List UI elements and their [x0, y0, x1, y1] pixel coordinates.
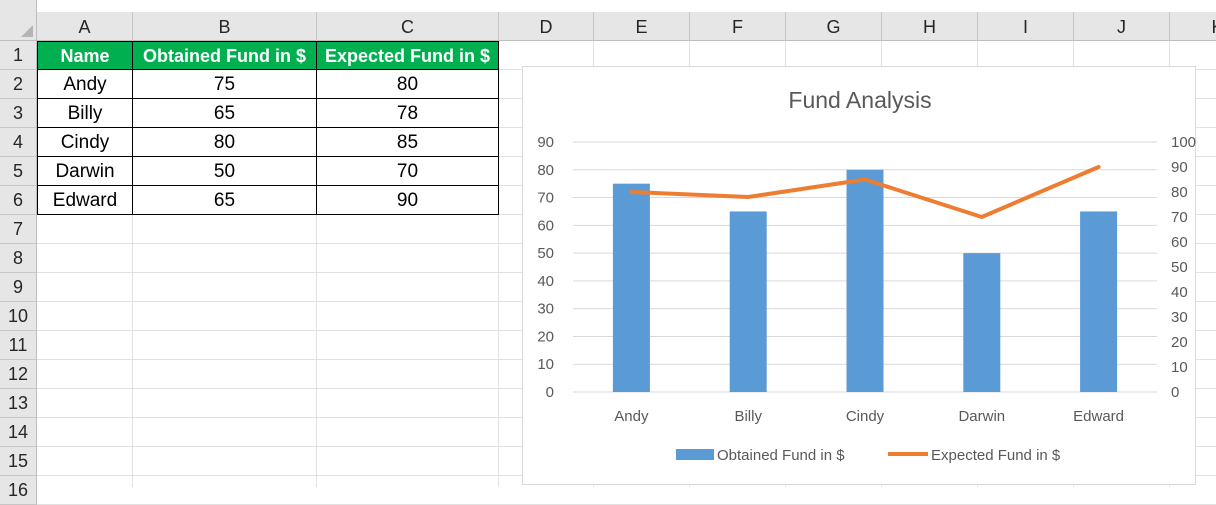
- row-header-11[interactable]: 11: [0, 331, 37, 360]
- row-header-1[interactable]: 1: [0, 41, 37, 70]
- column-header-d[interactable]: D: [499, 12, 594, 41]
- table-header-cell[interactable]: Obtained Fund in $: [133, 41, 317, 70]
- chart-canvas: Fund Analysis 0 10 20 30 40 50 60 70 80 90 0 10 20 30 4…: [523, 67, 1197, 486]
- table-cell[interactable]: 80: [317, 70, 499, 99]
- table-cell[interactable]: 78: [317, 99, 499, 128]
- legend-swatch-obtained: [676, 449, 714, 460]
- row-header-14[interactable]: 14: [0, 418, 37, 447]
- column-header-k[interactable]: K: [1170, 12, 1216, 41]
- y2-axis-tick-label: 90: [1171, 159, 1188, 176]
- table-cell[interactable]: 65: [133, 99, 317, 128]
- table-cell[interactable]: Edward: [37, 186, 133, 215]
- y2-axis-tick-label: 0: [1171, 384, 1179, 401]
- x-axis-category-label: Billy: [734, 408, 762, 425]
- x-axis-category-label: Edward: [1073, 408, 1124, 425]
- y-axis-tick-label: 70: [537, 190, 554, 207]
- y2-axis-tick-label: 50: [1171, 259, 1188, 276]
- table-cell[interactable]: 50: [133, 157, 317, 186]
- column-header-c[interactable]: C: [317, 12, 499, 41]
- table-cell[interactable]: Darwin: [37, 157, 133, 186]
- select-all-corner[interactable]: [0, 0, 37, 41]
- y-axis-tick-label: 40: [537, 273, 554, 290]
- select-all-triangle-icon: [21, 25, 33, 37]
- column-header-j[interactable]: J: [1074, 12, 1170, 41]
- y-axis-tick-label: 10: [537, 356, 554, 373]
- row-header-9[interactable]: 9: [0, 273, 37, 302]
- table-cell[interactable]: 85: [317, 128, 499, 157]
- table-cell[interactable]: 90: [317, 186, 499, 215]
- y2-axis-tick-label: 60: [1171, 234, 1188, 251]
- x-axis-category-label: Cindy: [846, 408, 885, 425]
- fund-analysis-chart[interactable]: Fund Analysis 0 10 20 30 40 50 60 70 80 90 0 10 20 30 4…: [522, 66, 1196, 485]
- table-cell[interactable]: Cindy: [37, 128, 133, 157]
- column-header-f[interactable]: F: [690, 12, 786, 41]
- column-header-e[interactable]: E: [594, 12, 690, 41]
- bar-obtained-billy: [730, 211, 767, 392]
- x-axis-category-label: Andy: [614, 408, 649, 425]
- y-axis-tick-label: 90: [537, 134, 554, 151]
- table-header-cell[interactable]: Expected Fund in $: [317, 41, 499, 70]
- bar-obtained-edward: [1080, 211, 1117, 392]
- y2-axis-tick-label: 30: [1171, 309, 1188, 326]
- y-axis-tick-label: 30: [537, 301, 554, 318]
- table-cell[interactable]: 65: [133, 186, 317, 215]
- chart-title: Fund Analysis: [788, 87, 931, 113]
- column-header-a[interactable]: A: [37, 12, 133, 41]
- y-axis-tick-label: 80: [537, 162, 554, 179]
- legend-label-obtained: Obtained Fund in $: [717, 447, 845, 464]
- y-axis-tick-label: 60: [537, 217, 554, 234]
- row-header-3[interactable]: 3: [0, 99, 37, 128]
- bar-obtained-darwin: [963, 253, 1000, 392]
- row-header-8[interactable]: 8: [0, 244, 37, 273]
- row-header-15[interactable]: 15: [0, 447, 37, 476]
- y2-axis-tick-label: 10: [1171, 359, 1188, 376]
- row-header-7[interactable]: 7: [0, 215, 37, 244]
- table-cell[interactable]: 70: [317, 157, 499, 186]
- table-header-cell[interactable]: Name: [37, 41, 133, 70]
- table-cell[interactable]: 80: [133, 128, 317, 157]
- y2-axis-tick-label: 70: [1171, 209, 1188, 226]
- y-axis-tick-label: 50: [537, 245, 554, 262]
- y2-axis-tick-label: 40: [1171, 284, 1188, 301]
- row-header-5[interactable]: 5: [0, 157, 37, 186]
- row-header-2[interactable]: 2: [0, 70, 37, 99]
- y2-axis-tick-label: 80: [1171, 184, 1188, 201]
- row-header-16[interactable]: 16: [0, 476, 37, 505]
- legend-label-expected: Expected Fund in $: [931, 447, 1061, 464]
- table-cell[interactable]: 75: [133, 70, 317, 99]
- bar-obtained-cindy: [847, 170, 884, 392]
- table-cell[interactable]: Billy: [37, 99, 133, 128]
- row-header-12[interactable]: 12: [0, 360, 37, 389]
- x-axis-category-label: Darwin: [958, 408, 1005, 425]
- row-header-4[interactable]: 4: [0, 128, 37, 157]
- row-header-6[interactable]: 6: [0, 186, 37, 215]
- column-header-b[interactable]: B: [133, 12, 317, 41]
- row-header-13[interactable]: 13: [0, 389, 37, 418]
- column-header-h[interactable]: H: [882, 12, 978, 41]
- y2-axis-tick-label: 20: [1171, 334, 1188, 351]
- column-header-i[interactable]: I: [978, 12, 1074, 41]
- bar-obtained-andy: [613, 184, 650, 392]
- table-cell[interactable]: Andy: [37, 70, 133, 99]
- row-header-10[interactable]: 10: [0, 302, 37, 331]
- column-header-g[interactable]: G: [786, 12, 882, 41]
- y-axis-tick-label: 20: [537, 328, 554, 345]
- y2-axis-tick-label: 100: [1171, 134, 1196, 151]
- y-axis-tick-label: 0: [546, 384, 554, 401]
